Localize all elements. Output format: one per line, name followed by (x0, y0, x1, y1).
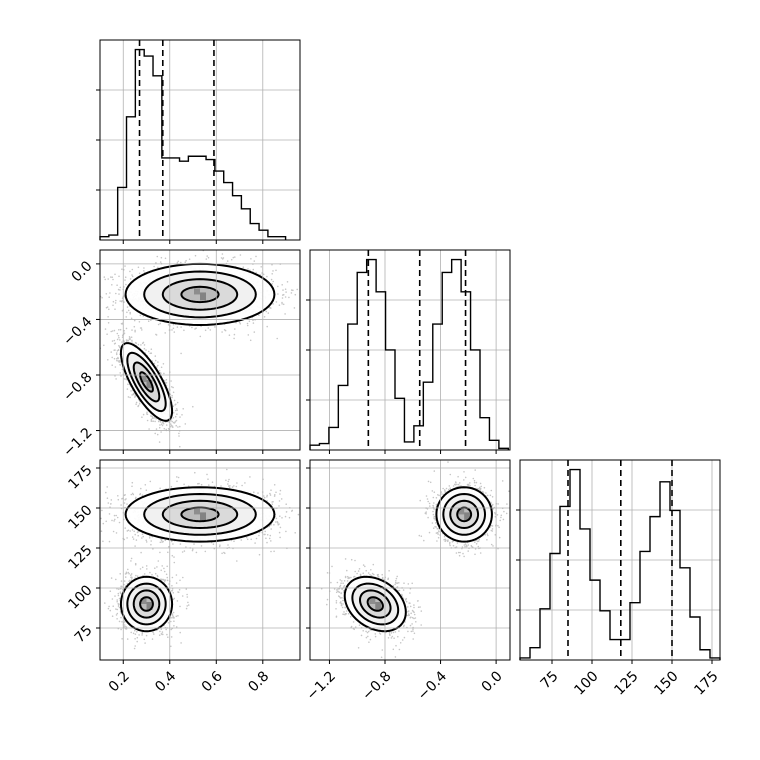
y-tick-label: 150 (65, 502, 95, 532)
x-tick-label: −0.4 (415, 668, 450, 703)
histogram-panel-1 (306, 249, 511, 454)
x-tick-label: 0.4 (152, 668, 179, 695)
histogram-steps (309, 258, 510, 450)
density-peak (194, 288, 200, 295)
panel-frame (309, 459, 511, 661)
contour-line (351, 582, 400, 626)
panel-frame (99, 459, 301, 661)
contour-line (143, 270, 257, 319)
scatter-area (320, 461, 510, 659)
y-tick-label: 75 (72, 622, 96, 646)
density-fill (181, 286, 219, 303)
contour-line (161, 499, 239, 530)
density-peak (140, 375, 147, 382)
contour-line (358, 589, 392, 619)
contour-line (343, 575, 407, 633)
contour-line (180, 285, 220, 304)
scatter-panel-1-2 (306, 459, 511, 664)
density-peak (375, 602, 382, 610)
density-peak (369, 598, 376, 604)
density-peak (200, 292, 206, 301)
contour-line (132, 361, 161, 403)
contour-line (449, 499, 480, 530)
panel-frame (99, 249, 301, 451)
x-tick-label: 100 (571, 668, 601, 698)
contour-line (139, 596, 154, 612)
density-peak (194, 508, 200, 515)
x-tick-label: 0.8 (245, 668, 272, 695)
histogram-panel-2 (516, 459, 721, 664)
y-tick-label: 0.0 (69, 258, 96, 285)
x-tick-label: 0.2 (106, 668, 133, 695)
x-tick-label: 150 (651, 668, 681, 698)
histogram-panel-0 (96, 39, 301, 244)
y-tick-label: 175 (65, 462, 95, 492)
y-tick-label: 100 (65, 582, 95, 612)
panel-frame (99, 39, 301, 241)
contour-line (456, 506, 473, 523)
contour-line (124, 262, 276, 327)
density-peak (140, 598, 147, 604)
y-tick-label: −0.4 (60, 314, 95, 349)
y-tick-label: 125 (65, 542, 95, 572)
contour-line (180, 506, 220, 523)
density-peak (200, 512, 206, 521)
contour-line (126, 351, 167, 413)
x-tick-label: −0.8 (359, 668, 394, 703)
contour-line (143, 492, 257, 536)
y-tick-label: −0.8 (60, 369, 95, 404)
contour-line (161, 278, 239, 311)
scatter-panel-0-1 (96, 249, 301, 454)
panel-frame (519, 459, 721, 661)
scatter-panel-0-2 (96, 459, 301, 664)
x-tick-label: 175 (691, 668, 721, 698)
density-peak (458, 508, 465, 515)
density-peak (146, 379, 153, 388)
histogram-steps (519, 468, 721, 660)
x-tick-label: 125 (611, 668, 641, 698)
histogram-steps (99, 48, 287, 240)
x-tick-label: 75 (538, 668, 562, 692)
density-peak (464, 512, 471, 521)
y-tick-label: −1.2 (60, 425, 95, 460)
contour-line (119, 342, 174, 422)
x-tick-label: 0.6 (199, 668, 226, 695)
contour-line (132, 589, 161, 619)
scatter-area (100, 468, 300, 650)
contour-line (442, 492, 487, 536)
contour-line (435, 486, 493, 543)
x-tick-label: −1.2 (304, 668, 339, 703)
x-tick-label: 0.0 (479, 668, 506, 695)
density-peak (146, 602, 153, 610)
contour-line (119, 575, 174, 633)
panel-frame (309, 249, 511, 451)
contour-line (366, 596, 384, 612)
scatter-area (100, 250, 299, 450)
contour-line (126, 582, 167, 626)
contour-line (124, 486, 276, 543)
